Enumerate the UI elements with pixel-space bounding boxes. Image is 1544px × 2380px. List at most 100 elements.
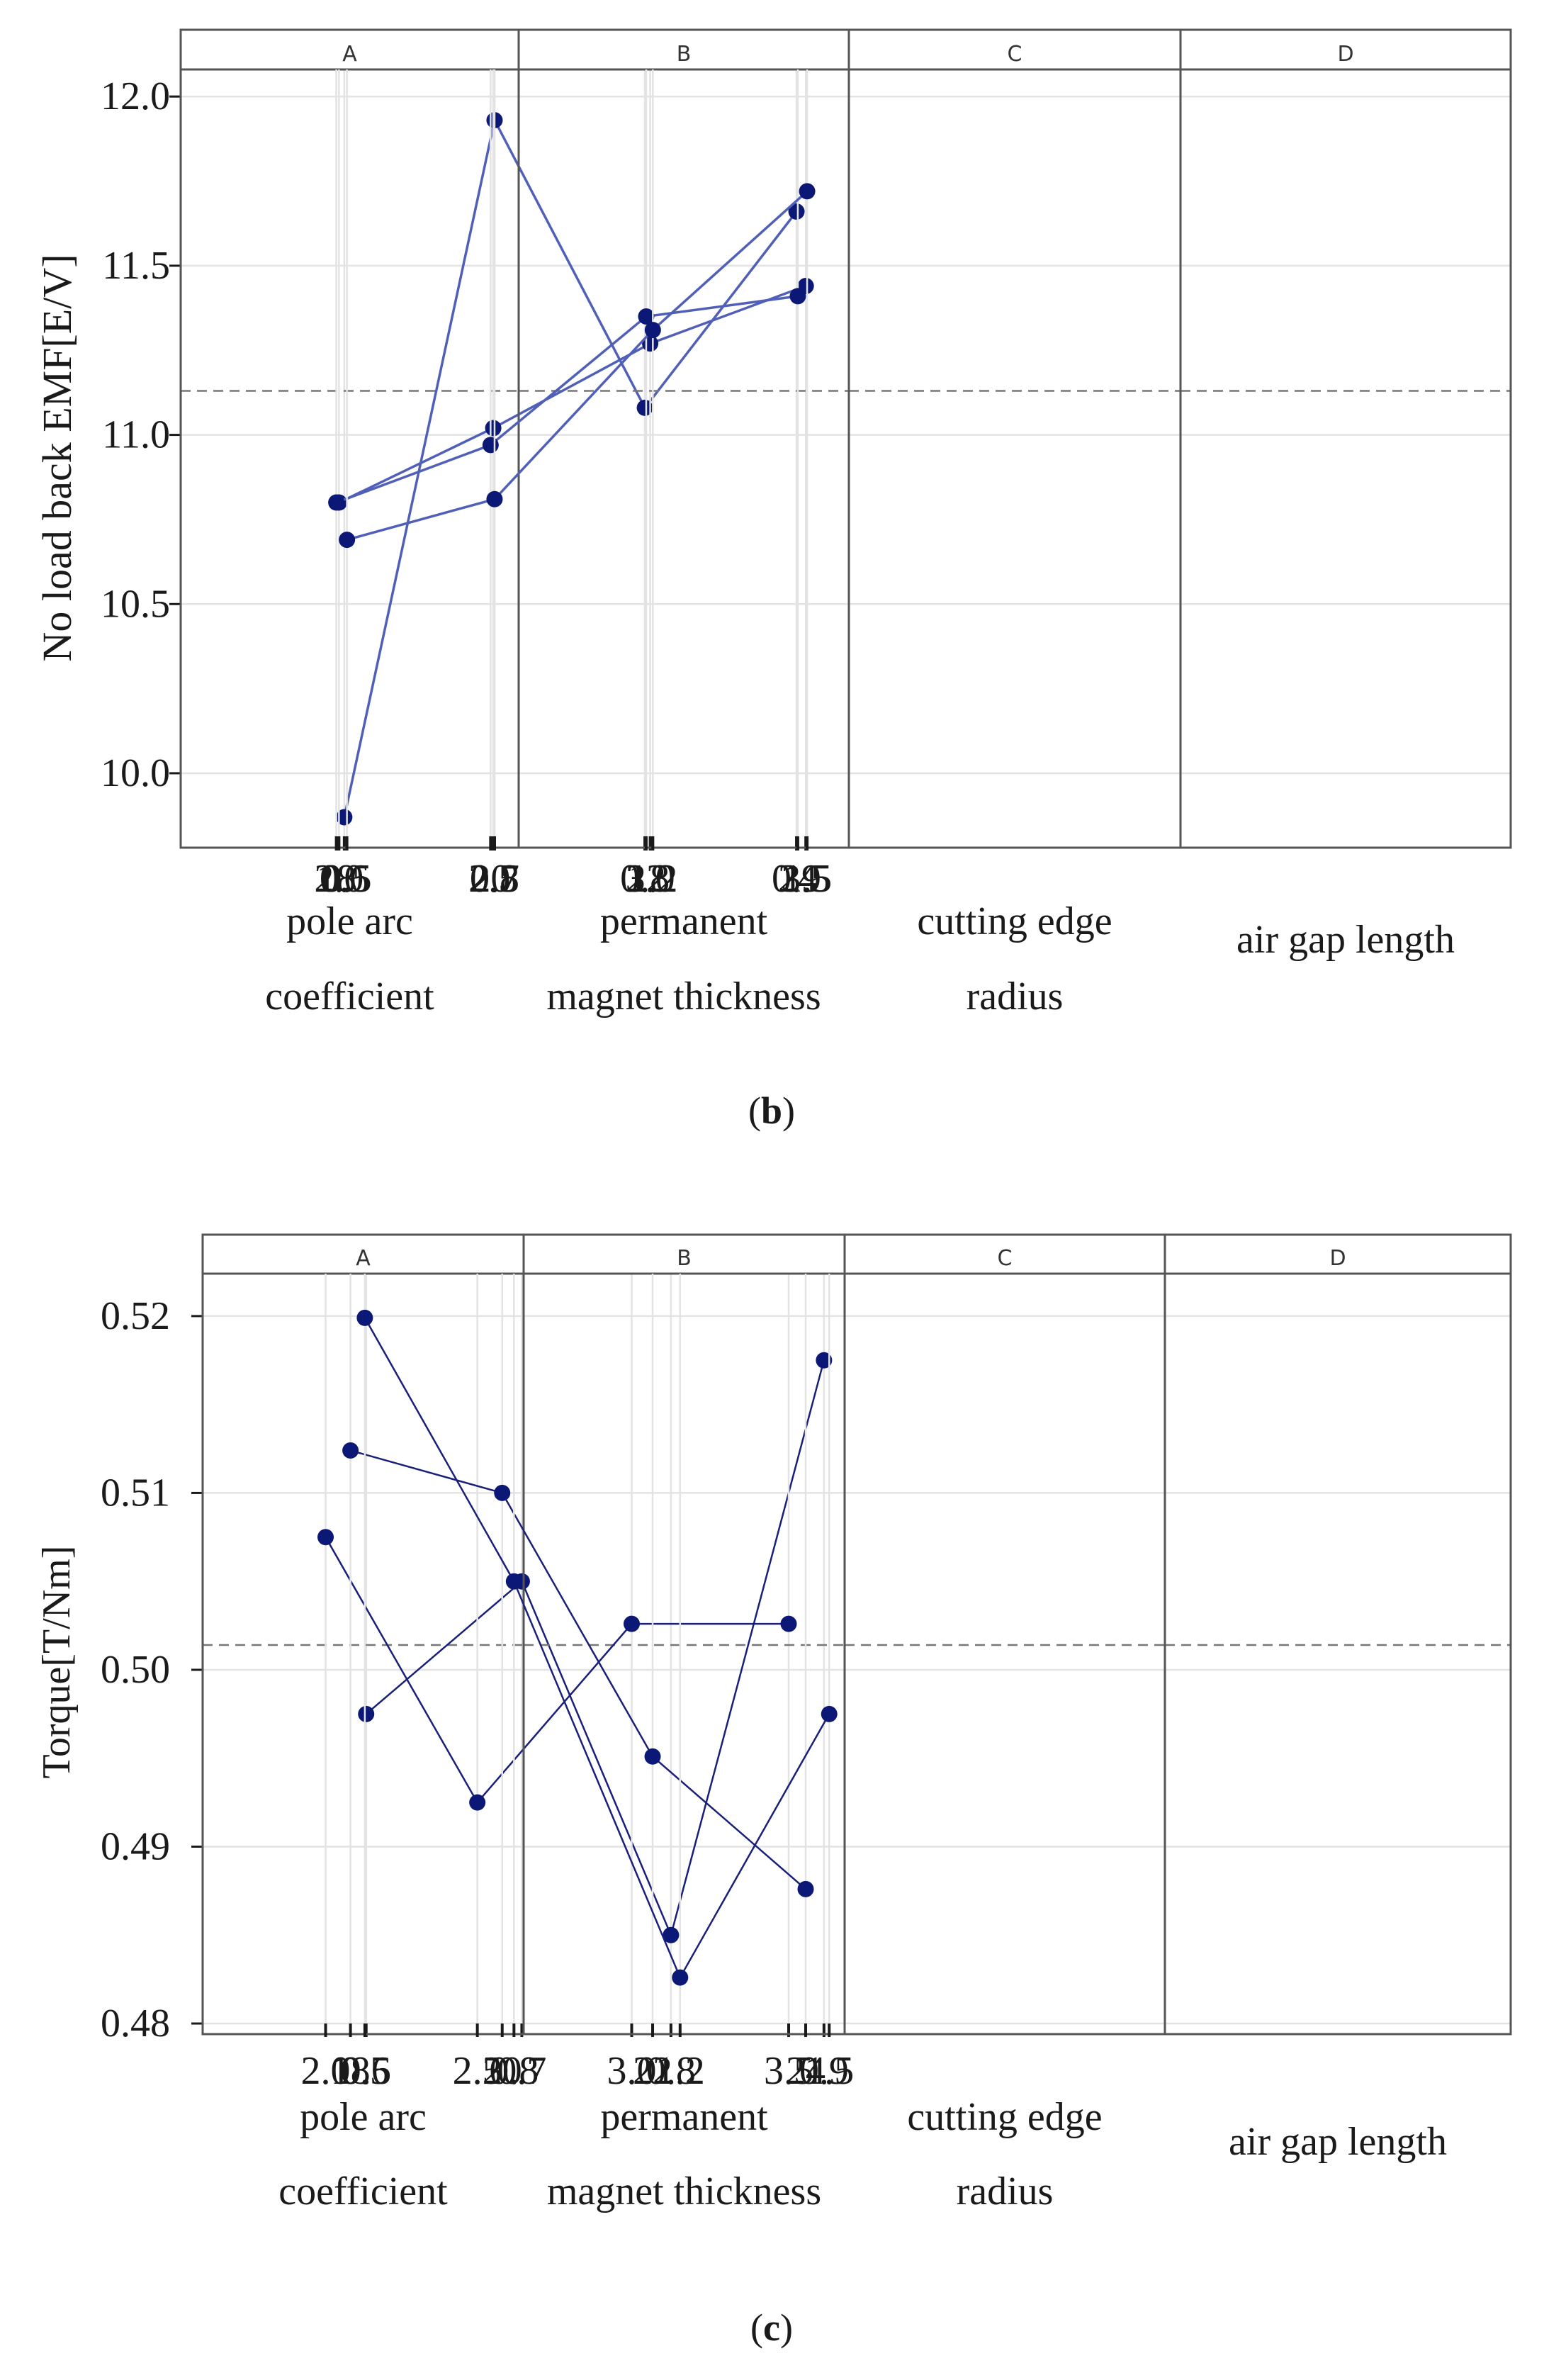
x-axis-label: magnet thickness <box>546 975 821 1018</box>
x-tick-label: 18 <box>317 857 356 901</box>
x-tick-label: 0.9 <box>772 857 821 901</box>
panel-title: D <box>1329 1246 1346 1271</box>
data-point <box>336 809 353 826</box>
x-tick-label: 18 <box>331 2049 371 2093</box>
x-axis-label: coefficient <box>278 2169 448 2213</box>
x-tick-label: 2.5 <box>453 2049 502 2093</box>
figure-label: (b) <box>748 1089 795 1132</box>
panel-frame <box>847 68 1182 849</box>
y-tick-label: 0.48 <box>101 2002 170 2045</box>
figure-label-letter: b <box>761 1089 782 1132</box>
x-axis-label: permanent <box>600 2095 768 2139</box>
y-tick-label: 0.51 <box>101 1471 170 1515</box>
panel-strip <box>522 1233 846 1275</box>
data-point <box>317 1529 334 1546</box>
data-point <box>797 1880 814 1897</box>
data-point <box>799 183 816 200</box>
data-point <box>644 322 661 339</box>
y-axis: 10.0 10.5 11.0 11.5 12.0 <box>101 69 182 848</box>
panel-title: C <box>998 1246 1013 1271</box>
data-point <box>788 203 805 220</box>
data-point <box>644 1748 661 1765</box>
series-line <box>335 295 799 504</box>
x-axis-label: air gap length <box>1229 2120 1447 2164</box>
x-tick-label: 24 <box>778 857 818 901</box>
data-point <box>672 1969 689 1986</box>
x-tick-label: 0.8 <box>646 2049 696 2093</box>
x-tick-label: 20 <box>470 857 510 901</box>
y-tick-label: 0.50 <box>101 1648 170 1692</box>
series-line <box>338 284 806 504</box>
x-axis-label: radius <box>967 975 1064 1018</box>
panel-strip <box>1163 1233 1512 1275</box>
gridlines <box>181 95 1511 775</box>
x-tick-label: 3.5 <box>764 2049 813 2093</box>
x-axis-label: cutting edge <box>907 2095 1102 2139</box>
x-tick-label: 1.5 <box>804 2049 854 2093</box>
panel-strip <box>847 28 1182 71</box>
x-tick-label: 0.6 <box>342 2049 391 2093</box>
data-point <box>328 494 345 511</box>
data-point <box>486 490 503 507</box>
data-point <box>339 532 356 549</box>
data-point <box>356 1309 373 1326</box>
figure-label-open: ( <box>748 1089 761 1132</box>
x-axis-label: pole arc <box>286 899 413 943</box>
x-tick-label: 0.6 <box>320 857 369 901</box>
data-point <box>638 308 655 325</box>
data-point <box>789 288 806 305</box>
x-axis-label: permanent <box>600 899 768 943</box>
panel-title: A <box>342 42 357 67</box>
data-point <box>821 1705 838 1722</box>
x-tick-label: 1.2 <box>655 2049 705 2093</box>
x-tick-label: 0.5 <box>340 2049 390 2093</box>
panel-title: A <box>356 1246 371 1271</box>
figure-label-close: ) <box>782 1089 795 1132</box>
panel-strip <box>1179 28 1512 71</box>
x-tick-label: 3.5 <box>781 857 830 901</box>
series-line <box>364 1317 830 1980</box>
panel-frame <box>517 68 850 849</box>
x-tick-label: 1.2 <box>628 857 677 901</box>
figure-label-close: ) <box>780 2306 793 2349</box>
data-point <box>636 399 653 416</box>
x-tick-label: 3.0 <box>626 857 675 901</box>
x-axis-label: coefficient <box>265 975 434 1018</box>
figure-label: (c) <box>750 2306 793 2349</box>
series-line <box>350 1449 806 1890</box>
x-tick-label: 0.7 <box>470 857 519 901</box>
data-point <box>494 1484 511 1501</box>
data-point <box>358 1705 375 1722</box>
panel-frame <box>201 1272 525 2036</box>
x-tick-label: 1.5 <box>782 857 832 901</box>
x-tick-label: 24 <box>786 2049 825 2093</box>
y-tick-label: 11.5 <box>102 244 170 288</box>
data-point <box>816 1352 833 1369</box>
data-point <box>342 1442 359 1459</box>
x-tick-label: 0.8 <box>620 857 670 901</box>
x-tick-label: 2.0 <box>301 2049 351 2093</box>
y-tick-label: 10.5 <box>101 582 170 626</box>
panel-strip <box>517 28 850 71</box>
y-axis: 0.48 0.49 0.50 0.51 0.52 <box>101 1274 204 2045</box>
panel-C: C 18 20 22 24 cutting edge radius <box>317 28 1182 1018</box>
data-point <box>505 1573 522 1590</box>
x-tick-label: 22 <box>626 857 666 901</box>
x-axis-label: air gap length <box>1236 918 1455 962</box>
series-line <box>325 1537 789 1804</box>
panel-title: D <box>1337 42 1353 67</box>
panel-title: B <box>677 1246 692 1271</box>
data-point <box>485 420 502 437</box>
x-axis-label: cutting edge <box>917 899 1112 943</box>
figure-label-letter: c <box>763 2306 780 2349</box>
data-point <box>663 1926 680 1943</box>
x-tick-label: 2.5 <box>468 857 518 901</box>
y-tick-label: 0.52 <box>101 1294 170 1338</box>
series-line <box>343 116 798 818</box>
x-tick-label: 3.0 <box>607 2049 656 2093</box>
series-line <box>365 1359 825 1938</box>
